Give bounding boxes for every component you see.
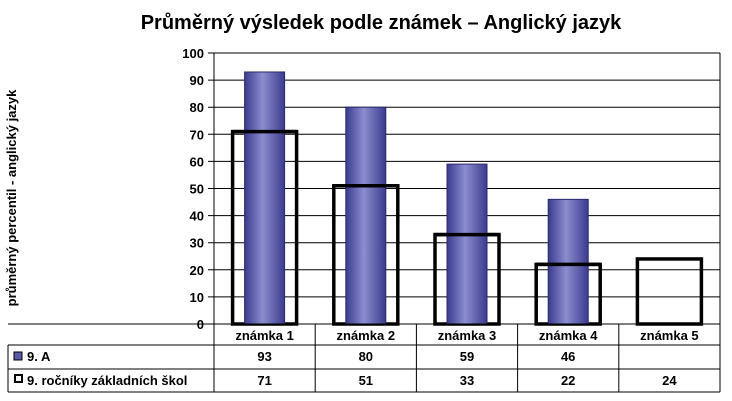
x-tick-label: známka 5 <box>640 328 699 343</box>
bars <box>230 71 704 326</box>
y-tick-label: 10 <box>190 290 204 305</box>
bar-9a-4 <box>547 198 589 325</box>
bar-9-rocniky-5 <box>635 257 704 326</box>
x-tick-label: známka 2 <box>337 328 396 343</box>
chart-title: Průměrný výsledek podle známek – Anglick… <box>141 12 622 34</box>
y-tick-label: 90 <box>190 73 204 88</box>
y-tick-label: 70 <box>190 127 204 142</box>
data-label: 93 <box>257 349 271 364</box>
data-label: 22 <box>561 373 575 388</box>
bar-9a-1 <box>244 71 286 325</box>
data-label: 46 <box>561 349 575 364</box>
legend-label-9a: 9. A <box>27 349 51 364</box>
data-label: 24 <box>662 373 677 388</box>
data-table: známka 1 známka 2 známka 3 známka 4 známka 5… <box>7 323 721 393</box>
y-axis-label: průměrný percentil - anglický jazyk <box>4 89 19 307</box>
y-tick-label: 30 <box>190 236 204 251</box>
legend-swatch-9-rocniky <box>14 374 23 383</box>
y-axis-ticks: 0102030405060708090100 <box>182 46 204 332</box>
y-tick-label: 60 <box>190 154 204 169</box>
x-tick-label: známka 3 <box>438 328 497 343</box>
data-label: 80 <box>359 349 373 364</box>
data-label: 59 <box>460 349 474 364</box>
legend-label-9-rocniky: 9. ročníky základních škol <box>27 373 187 388</box>
y-tick-label: 50 <box>190 182 204 197</box>
y-tick-label: 80 <box>190 100 204 115</box>
y-tick-label: 100 <box>182 46 204 61</box>
y-tick-label: 20 <box>190 263 204 278</box>
y-tick-label: 40 <box>190 209 204 224</box>
x-tick-label: známka 1 <box>235 328 294 343</box>
data-label: 51 <box>359 373 373 388</box>
x-tick-label: známka 4 <box>539 328 598 343</box>
bar-9a-3 <box>446 163 488 325</box>
data-label: 71 <box>257 373 271 388</box>
bar-9a-2 <box>345 106 387 325</box>
legend-swatch-9a <box>13 351 23 361</box>
data-label: 33 <box>460 373 474 388</box>
